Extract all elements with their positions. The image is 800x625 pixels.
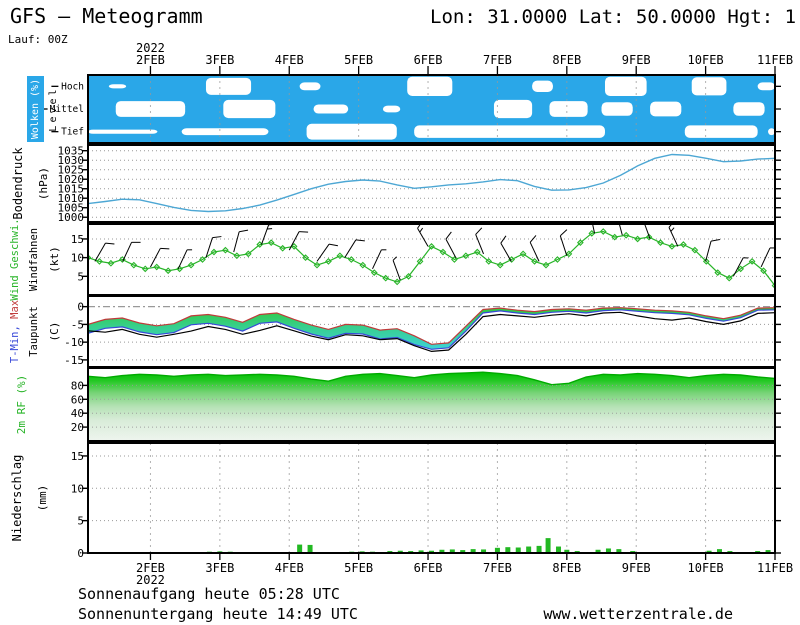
svg-text:2022: 2022 (136, 41, 165, 55)
svg-text:1000: 1000 (58, 211, 85, 224)
svg-text:(kt): (kt) (48, 246, 61, 273)
svg-text:Wolken (%): Wolken (%) (30, 79, 41, 139)
svg-text:3FEB: 3FEB (205, 561, 234, 575)
svg-text:40: 40 (71, 407, 84, 420)
svg-text:10: 10 (71, 252, 84, 265)
svg-text:Mittel: Mittel (50, 104, 84, 115)
svg-text:(mm): (mm) (36, 485, 49, 512)
svg-text:0: 0 (77, 547, 84, 560)
svg-text:Hoch: Hoch (61, 81, 84, 92)
svg-text:1035: 1035 (58, 145, 85, 158)
panel-humidity (88, 371, 775, 441)
svg-text:1025: 1025 (58, 164, 85, 177)
svg-text:15: 15 (71, 233, 84, 246)
svg-text:11FEB: 11FEB (757, 53, 793, 67)
svg-text:2m RF (%): 2m RF (%) (15, 375, 28, 435)
sunset-text: Sonnenuntergang heute 14:49 UTC (78, 605, 358, 623)
svg-text:(hPa): (hPa) (37, 167, 50, 200)
svg-text:Tief: Tief (61, 127, 84, 138)
svg-text:5: 5 (77, 270, 84, 283)
svg-text:6FEB: 6FEB (414, 53, 443, 67)
svg-text:Bodendruck: Bodendruck (11, 147, 25, 220)
panel-temperature (88, 306, 775, 361)
svg-text:1030: 1030 (58, 154, 85, 167)
svg-text:15: 15 (71, 450, 84, 463)
svg-text:10FEB: 10FEB (688, 561, 724, 575)
panel-pressure (88, 150, 775, 218)
svg-text:1010: 1010 (58, 192, 85, 205)
svg-text:5FEB: 5FEB (344, 53, 373, 67)
panel-precip (88, 443, 776, 553)
svg-text:5: 5 (77, 515, 84, 528)
svg-text:60: 60 (71, 393, 84, 406)
svg-text:4FEB: 4FEB (275, 561, 304, 575)
svg-text:10: 10 (71, 482, 84, 495)
panel-clouds (88, 75, 775, 143)
svg-text:-15: -15 (64, 354, 84, 367)
svg-text:8FEB: 8FEB (552, 53, 581, 67)
svg-text:7FEB: 7FEB (483, 53, 512, 67)
header-coordinates: Lon: 31.0000 Lat: 50.0000 Hgt: 1 (430, 6, 797, 28)
panel-wind (88, 238, 775, 277)
svg-text:2FEB: 2FEB (136, 561, 165, 575)
svg-text:1015: 1015 (58, 183, 85, 196)
svg-text:-10: -10 (64, 336, 84, 349)
svg-text:5FEB: 5FEB (344, 561, 373, 575)
svg-text:10FEB: 10FEB (688, 53, 724, 67)
website-watermark: www.wetterzentrale.de (543, 605, 733, 623)
page-title: GFS – Meteogramm (10, 4, 203, 28)
svg-text:T-Min, Max: T-Min, Max (9, 300, 21, 363)
svg-text:(C): (C) (48, 322, 61, 342)
svg-text:-5: -5 (71, 318, 84, 331)
svg-text:Windfahnen: Windfahnen (28, 228, 40, 291)
svg-text:2022: 2022 (136, 573, 165, 587)
svg-text:7FEB: 7FEB (483, 561, 512, 575)
svg-text:2FEB: 2FEB (136, 53, 165, 67)
svg-text:11FEB: 11FEB (757, 561, 793, 575)
svg-text:20: 20 (71, 421, 84, 434)
sunrise-text: Sonnenaufgang heute 05:28 UTC (78, 585, 340, 603)
svg-text:6FEB: 6FEB (414, 561, 443, 575)
svg-text:0: 0 (77, 301, 84, 314)
svg-text:8FEB: 8FEB (552, 561, 581, 575)
svg-text:4FEB: 4FEB (275, 53, 304, 67)
svg-text:3FEB: 3FEB (205, 53, 234, 67)
run-label: Lauf: 00Z (8, 33, 68, 46)
svg-text:Wind Geschwi.: Wind Geschwi. (9, 218, 21, 300)
svg-text:80: 80 (71, 379, 84, 392)
svg-text:1005: 1005 (58, 202, 85, 215)
svg-text:1020: 1020 (58, 173, 85, 186)
svg-text:Level: Level (48, 86, 59, 131)
svg-text:Niederschlag: Niederschlag (10, 455, 24, 542)
svg-text:9FEB: 9FEB (622, 561, 651, 575)
svg-text:9FEB: 9FEB (622, 53, 651, 67)
svg-text:Taupunkt: Taupunkt (28, 306, 40, 357)
